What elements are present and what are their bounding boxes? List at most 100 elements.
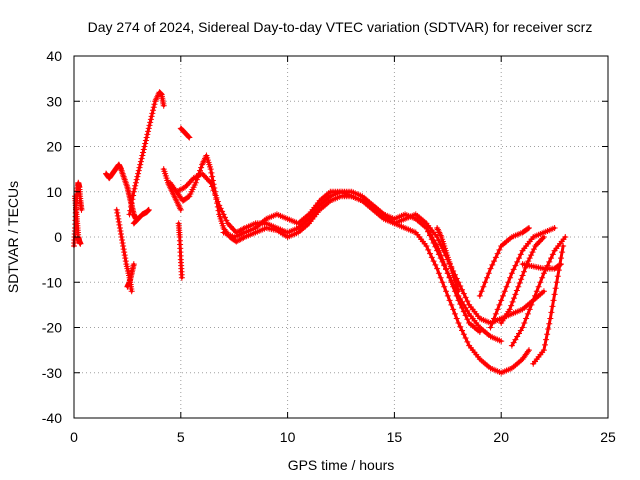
data-point [423, 243, 430, 250]
data-point [526, 255, 533, 262]
data-point [457, 295, 464, 302]
data-point [505, 279, 512, 286]
series-track-17 [487, 224, 558, 331]
x-tick-label: 20 [493, 429, 509, 445]
data-point [524, 310, 531, 317]
data-point [122, 258, 129, 265]
series-track-14 [220, 188, 547, 326]
data-point [185, 133, 192, 140]
data-point [462, 304, 469, 311]
data-point [519, 272, 526, 279]
data-point [460, 301, 467, 308]
data-point [540, 347, 547, 354]
data-point [439, 258, 446, 265]
data-point [131, 185, 138, 192]
data-point [177, 206, 184, 213]
data-point [487, 265, 494, 272]
data-point [501, 288, 508, 295]
data-point [140, 146, 147, 153]
data-point [554, 273, 561, 280]
data-point [143, 134, 150, 141]
data-point [494, 250, 501, 257]
data-point [540, 288, 547, 295]
data-point [121, 252, 128, 259]
data-point [455, 319, 462, 326]
data-point [78, 206, 85, 213]
data-point [459, 298, 466, 305]
series-track-8 [130, 206, 152, 227]
data-point [549, 251, 556, 258]
data-point [448, 301, 455, 308]
y-tick-label: -40 [42, 410, 62, 426]
series-track-6 [124, 261, 137, 290]
data-point [150, 107, 157, 114]
data-point [489, 261, 496, 268]
data-point [541, 341, 548, 348]
data-point [145, 125, 152, 132]
data-point [496, 246, 503, 253]
series-track-10 [175, 220, 185, 281]
data-point [555, 267, 562, 274]
data-point [513, 287, 520, 294]
y-axis-label: SDTVAR / TECUs [5, 181, 21, 293]
data-point [510, 266, 517, 273]
data-point [443, 288, 450, 295]
data-point [480, 283, 487, 290]
data-point [523, 315, 530, 322]
data-point [140, 149, 147, 156]
data-point [118, 234, 125, 240]
data-point [448, 277, 455, 284]
series-line [478, 226, 531, 298]
data-point [160, 102, 167, 109]
y-tick-label: 10 [46, 184, 62, 200]
data-point [139, 152, 146, 159]
data-point [514, 258, 521, 265]
data-point [489, 319, 496, 326]
data-point [210, 187, 217, 194]
data-point [548, 255, 555, 262]
data-point [432, 243, 439, 250]
data-point [460, 308, 467, 315]
data-point [209, 183, 216, 190]
data-point [208, 169, 215, 176]
data-point [151, 101, 158, 108]
data-point [485, 270, 492, 277]
data-point [520, 268, 527, 275]
series-track-9 [160, 166, 184, 213]
y-tick-label: -10 [42, 274, 62, 290]
data-point [145, 206, 152, 213]
data-point [516, 330, 522, 337]
data-point [546, 258, 553, 265]
data-point [562, 234, 569, 240]
data-point [128, 288, 135, 295]
data-point [127, 203, 134, 210]
data-point [546, 320, 553, 327]
data-point [117, 227, 124, 234]
series-track-19 [508, 234, 569, 349]
data-point [207, 179, 214, 186]
data-point [197, 167, 204, 174]
data-point [506, 306, 513, 313]
data-point [116, 224, 123, 231]
data-point [521, 319, 528, 326]
data-point [460, 290, 467, 297]
data-point [217, 205, 224, 212]
data-point [430, 240, 437, 247]
data-point [552, 285, 559, 292]
data-point [128, 200, 135, 207]
data-point [146, 122, 153, 129]
y-tick-label: -20 [42, 320, 62, 336]
data-point [462, 335, 469, 342]
data-point [532, 292, 539, 299]
data-point [526, 306, 533, 313]
data-point [450, 306, 457, 313]
data-point [491, 258, 498, 265]
data-point [425, 246, 432, 253]
x-tick-label: 15 [387, 429, 403, 445]
data-point [515, 283, 522, 290]
series-track-11 [177, 125, 193, 141]
data-point [121, 249, 128, 256]
data-point [483, 274, 490, 281]
data-point [464, 316, 471, 323]
data-point [517, 327, 524, 334]
